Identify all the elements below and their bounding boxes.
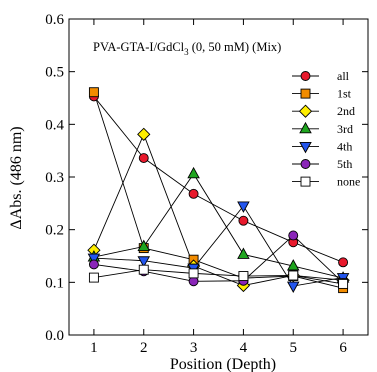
legend-marker xyxy=(300,88,311,99)
series-line-1st xyxy=(93,92,344,289)
x-tick-label: 1 xyxy=(90,340,98,356)
x-tick-label: 6 xyxy=(339,340,347,356)
plot-frame xyxy=(68,18,369,336)
data-point-4th xyxy=(87,253,101,266)
y-axis-label: ΔAbs. (486 nm) xyxy=(8,126,25,229)
series-line-5th xyxy=(93,234,344,284)
legend-marker xyxy=(300,71,311,81)
series-line-none xyxy=(93,269,344,285)
x-tick-label: 2 xyxy=(140,340,148,356)
series-line-all xyxy=(93,96,344,263)
data-point-all xyxy=(138,153,149,163)
legend-marker xyxy=(299,141,312,154)
legend-label: 1st xyxy=(337,87,352,101)
data-point-3rd xyxy=(187,166,200,179)
data-point-4th xyxy=(137,256,151,268)
y-tick-label: 0.0 xyxy=(45,328,64,344)
data-point-all xyxy=(188,188,199,199)
y-tick-label: 0.4 xyxy=(45,117,64,133)
data-point-1st xyxy=(88,87,99,98)
data-point-all xyxy=(238,215,249,226)
axis-ticks: 0.0 0.1 0.2 0.3 0.4 0.5 0.6 1 2 3 4 5 6 xyxy=(45,12,368,356)
y-tick-label: 0.6 xyxy=(45,12,64,28)
data-point-4th xyxy=(237,201,250,213)
data-point-none xyxy=(188,268,199,279)
legend-label: all xyxy=(337,69,350,83)
legend-marker xyxy=(299,121,312,134)
legend-label: 4th xyxy=(337,139,352,153)
legend-label: 3rd xyxy=(337,122,353,136)
data-point-5th xyxy=(88,259,99,270)
x-tick-label: 4 xyxy=(240,340,248,356)
y-tick-label: 0.3 xyxy=(45,170,64,186)
legend-marker xyxy=(298,104,313,118)
legend: all 1st 2nd 3rd 4th 5th none xyxy=(292,69,360,189)
data-point-none xyxy=(288,270,299,281)
data-point-4th xyxy=(286,281,300,293)
series-line-3rd xyxy=(93,173,344,279)
y-tick-label: 0.1 xyxy=(45,275,64,291)
legend-marker xyxy=(300,159,311,169)
series-line-2nd xyxy=(93,133,344,286)
legend-marker xyxy=(300,176,311,187)
legend-label: 5th xyxy=(337,157,352,171)
series-markers xyxy=(87,87,350,294)
y-tick-label: 0.2 xyxy=(45,223,64,239)
data-point-5th xyxy=(288,230,299,241)
x-axis-label: Position (Depth) xyxy=(170,356,276,372)
x-tick-label: 3 xyxy=(190,340,198,356)
data-point-none xyxy=(88,272,99,283)
series-line-4th xyxy=(93,205,344,287)
data-point-none xyxy=(338,278,349,289)
data-point-all xyxy=(338,257,349,268)
data-point-3rd xyxy=(137,239,151,251)
data-point-none xyxy=(138,264,149,275)
x-tick-label: 5 xyxy=(290,340,298,356)
legend-label: none xyxy=(337,175,360,189)
data-point-2nd xyxy=(137,127,151,141)
series-lines xyxy=(93,92,344,289)
data-point-3rd xyxy=(286,259,300,271)
y-tick-label: 0.5 xyxy=(45,65,64,81)
legend-label: 2nd xyxy=(337,104,355,118)
data-point-none xyxy=(238,271,249,281)
data-point-3rd xyxy=(237,247,250,259)
chart-annotation: PVA-GTA-I/GdCl3 (0, 50 mM) (Mix) xyxy=(93,40,281,57)
